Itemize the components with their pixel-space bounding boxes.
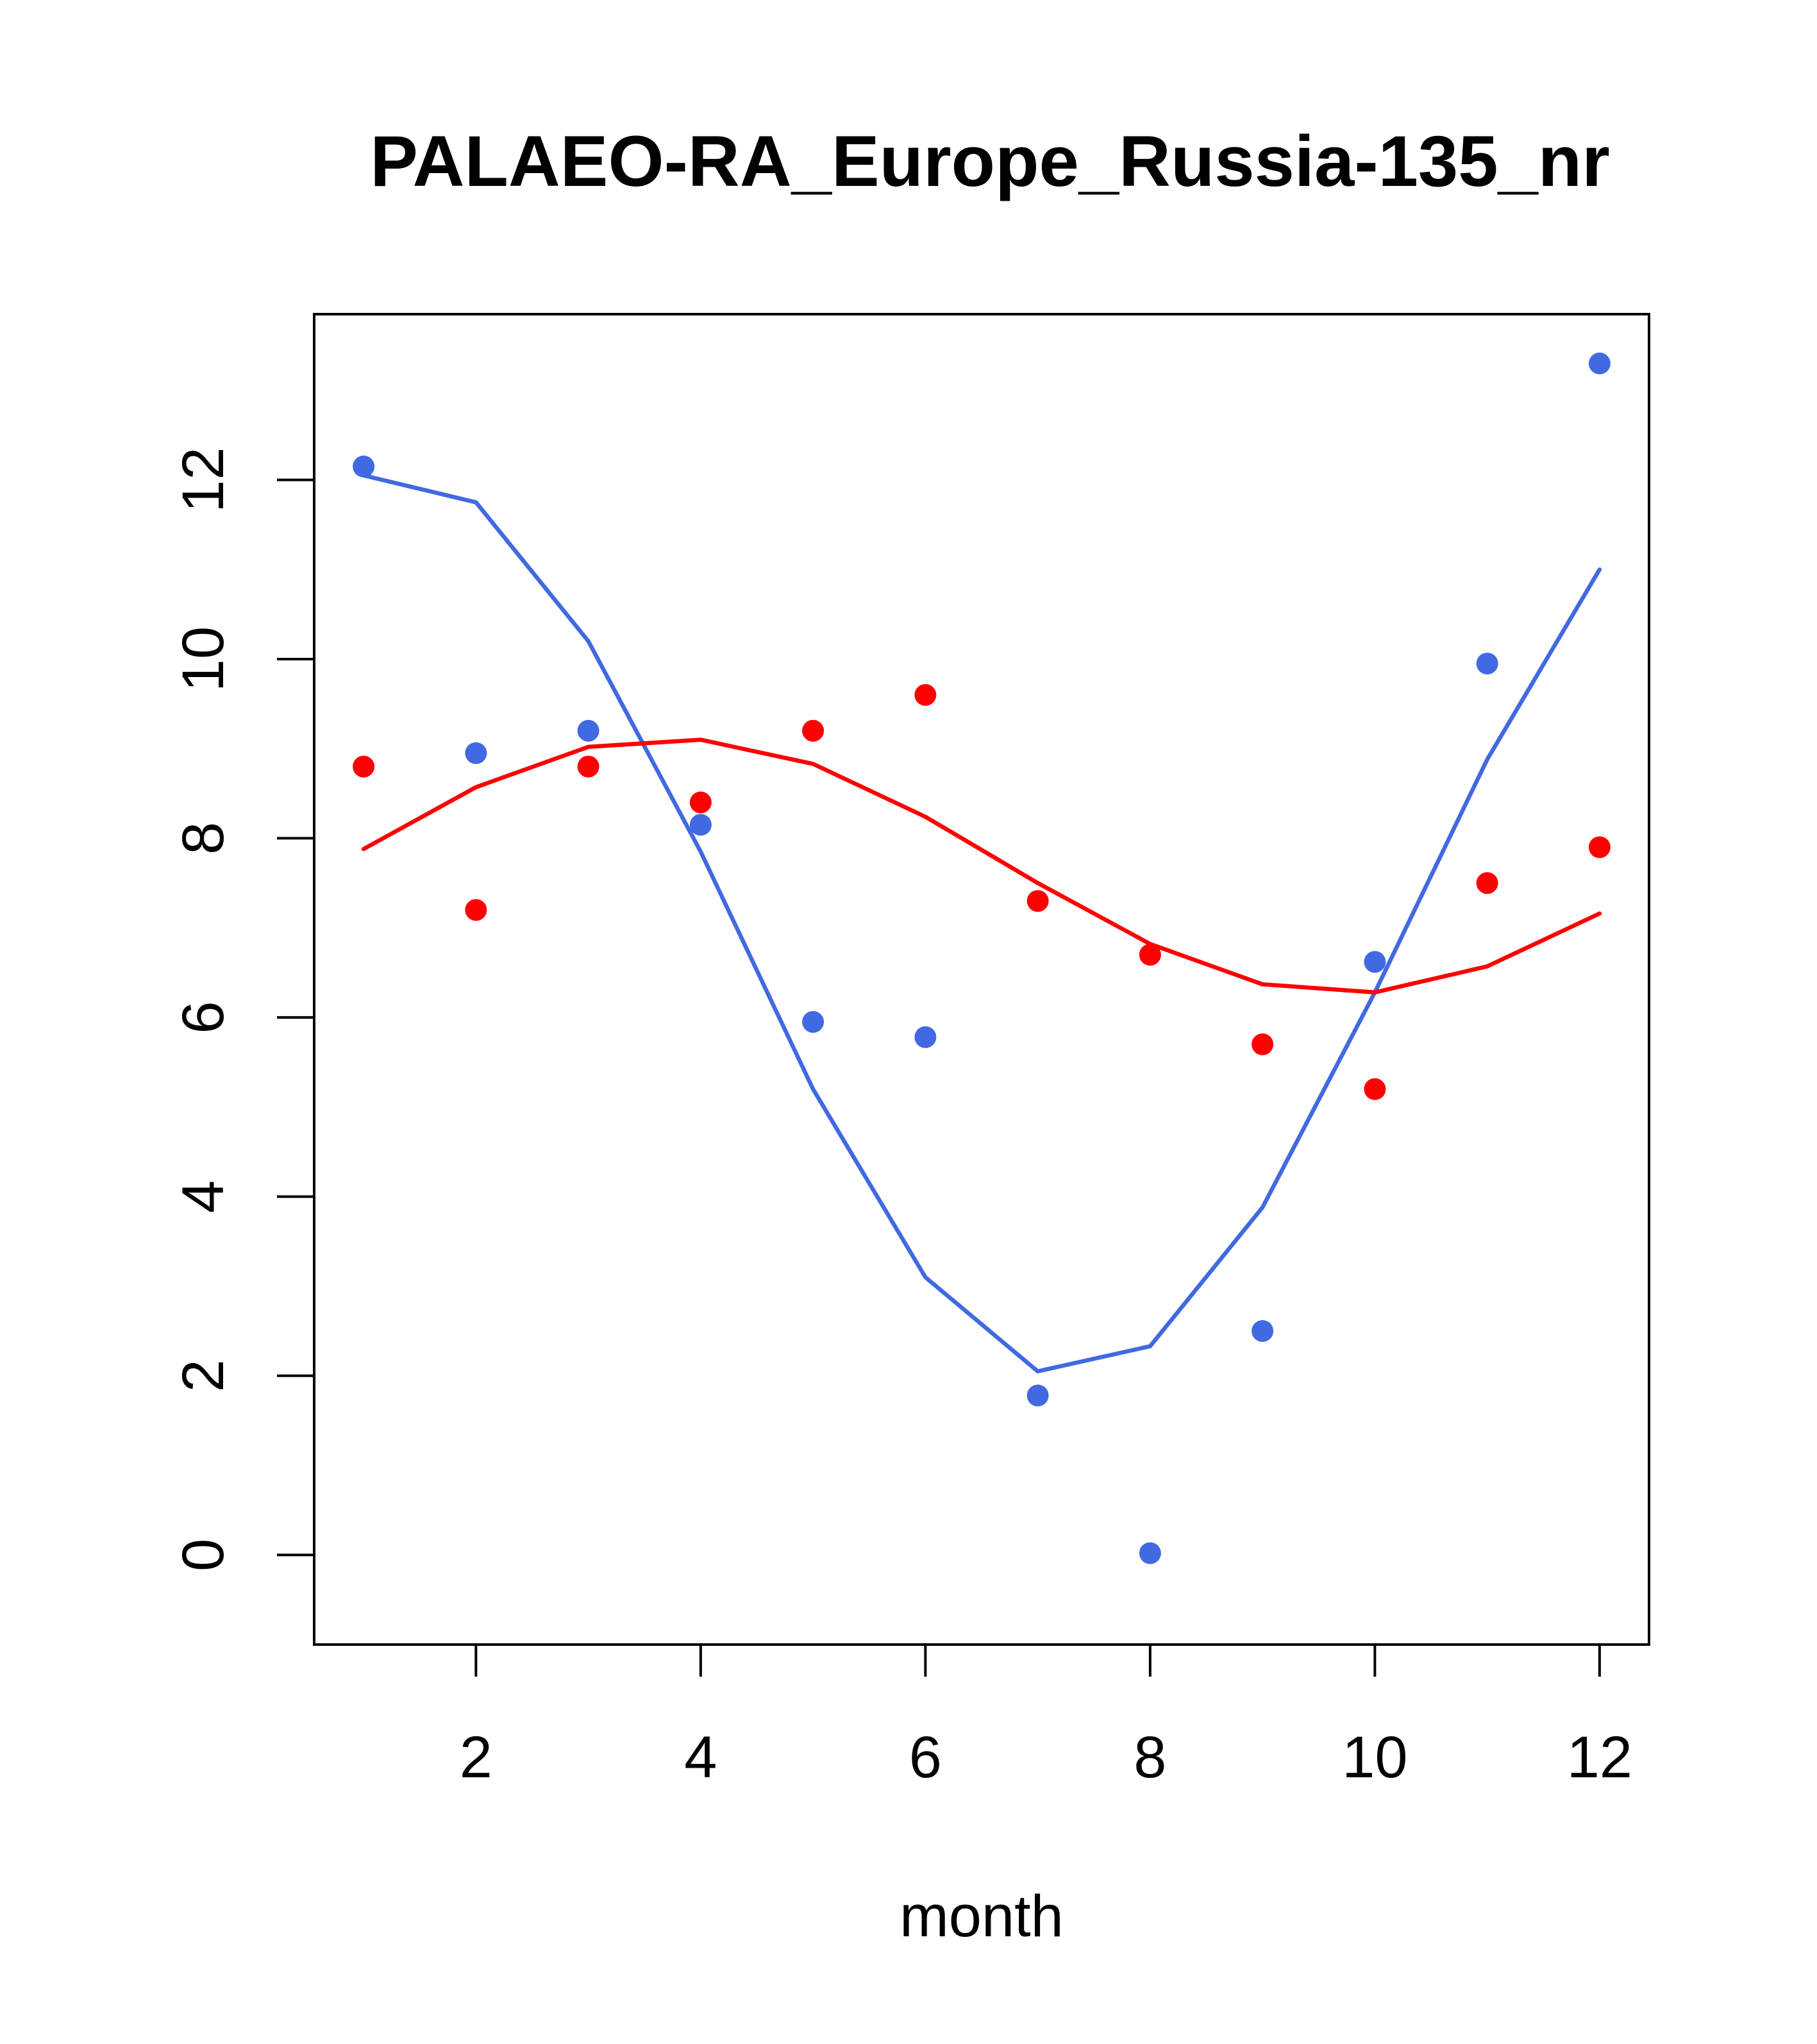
y-axis: 0 2 4 6 8 10 12 [171, 447, 315, 1571]
red-points-point [914, 683, 937, 706]
blue-points-point [465, 742, 487, 764]
blue-points-point [1588, 352, 1611, 374]
blue-points-point [1364, 951, 1386, 973]
blue-points-point [914, 1026, 937, 1048]
red-points-point [1364, 1078, 1386, 1100]
blue-points-point [689, 814, 712, 836]
blue-points-point [353, 455, 375, 478]
y-tick-label: 0 [171, 1539, 236, 1571]
blue-points-point [802, 1010, 825, 1033]
x-tick-label: 8 [1134, 1725, 1166, 1790]
red-points-point [353, 755, 375, 778]
red-points-point [689, 791, 712, 814]
x-tick-label: 4 [684, 1725, 717, 1790]
blue-points-point [1026, 1384, 1049, 1407]
red-points-point [577, 755, 599, 778]
y-tick-label: 2 [171, 1359, 236, 1392]
blue-points-point [577, 719, 599, 742]
y-tick-label: 8 [171, 822, 236, 855]
y-tick-label: 10 [171, 626, 236, 692]
red-points-point [1588, 836, 1611, 859]
x-tick-label: 2 [460, 1725, 492, 1790]
x-tick-label: 6 [909, 1725, 942, 1790]
blue-points-point [1139, 1542, 1161, 1564]
x-axis: 2 4 6 8 10 12 [460, 1643, 1632, 1790]
x-tick-label: 10 [1342, 1725, 1407, 1790]
red-points-point [1139, 944, 1161, 966]
x-tick-label: 12 [1567, 1725, 1632, 1790]
red-points-point [1026, 890, 1049, 912]
red-points-point [1476, 872, 1498, 894]
y-tick-label: 12 [171, 447, 236, 512]
red-points-point [802, 719, 825, 742]
blue-points-point [1252, 1319, 1274, 1342]
red-points-point [1252, 1033, 1274, 1055]
chart-title: PALAEO-RA_Europe_Russia-135_nr [370, 121, 1610, 201]
x-axis-title: month [900, 1884, 1064, 1949]
y-tick-label: 4 [171, 1180, 236, 1213]
red-points-point [465, 899, 487, 921]
red-line-series [361, 737, 1602, 995]
blue-line-series [361, 473, 1602, 1374]
blue-points-point [1476, 652, 1498, 674]
y-tick-label: 6 [171, 1001, 236, 1034]
series-layer [353, 352, 1611, 1564]
